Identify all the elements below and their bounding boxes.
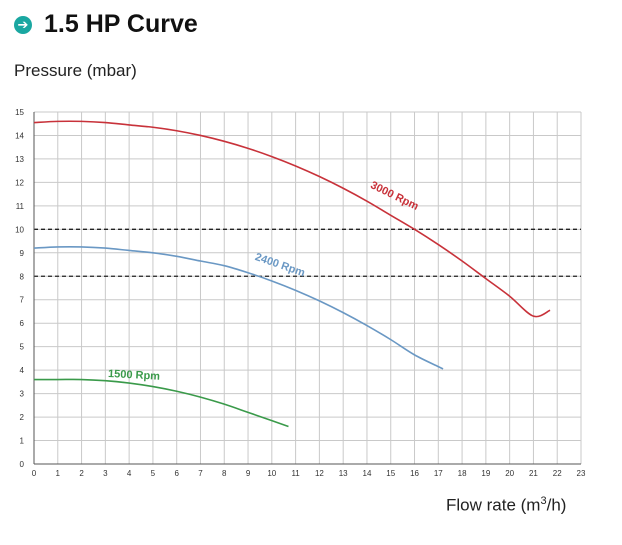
series-line-2400-rpm [33, 245, 444, 370]
series-lines [33, 120, 551, 428]
series-labels: 3000 Rpm 2400 Rpm 1500 Rpm [108, 179, 421, 382]
y-tick-label: 10 [15, 225, 24, 234]
x-tick-label: 6 [174, 469, 179, 478]
x-axis-label-suffix: /h) [546, 495, 567, 515]
x-axis-label-prefix: Flow rate (m [446, 495, 541, 515]
y-tick-label: 15 [15, 108, 24, 117]
x-tick-label: 15 [386, 469, 395, 478]
y-tick-label: 12 [15, 178, 24, 187]
x-tick-label: 8 [222, 469, 227, 478]
x-tick-label: 21 [529, 469, 538, 478]
x-tick-label: 13 [339, 469, 348, 478]
y-tick-label: 7 [20, 296, 25, 305]
y-tick-label: 3 [20, 390, 25, 399]
y-tick-label: 6 [20, 319, 25, 328]
y-tick-label: 11 [16, 202, 25, 211]
x-tick-label: 2 [79, 469, 84, 478]
y-tick-label: 13 [15, 155, 24, 164]
y-tick-label: 0 [20, 460, 25, 469]
x-tick-label: 5 [151, 469, 156, 478]
x-tick-label: 14 [363, 469, 372, 478]
x-tick-label: 0 [32, 469, 37, 478]
series-line-3000-rpm [33, 120, 551, 318]
x-tick-label: 12 [315, 469, 324, 478]
x-axis-label: Flow rate (m3/h) [446, 495, 566, 516]
y-tick-label: 8 [20, 272, 25, 281]
series-label-3000-rpm: 3000 Rpm [368, 179, 420, 213]
x-tick-label: 17 [434, 469, 443, 478]
x-tick-label: 16 [410, 469, 419, 478]
x-tick-label: 3 [103, 469, 108, 478]
series-label-1500-rpm: 1500 Rpm [108, 368, 161, 383]
x-tick-label: 7 [198, 469, 203, 478]
tick-labels: 0 1 2 3 4 5 6 7 8 9 10 11 12 13 14 15 16 17 18 19 20 21 22 2301… [15, 108, 586, 478]
x-tick-label: 22 [553, 469, 562, 478]
chart-title: 1.5 HP Curve [44, 10, 198, 38]
x-tick-label: 19 [481, 469, 490, 478]
chart-header: ➔ 1.5 HP Curve [14, 10, 198, 39]
x-tick-label: 9 [246, 469, 251, 478]
series-line-1500-rpm [33, 378, 289, 428]
axes [33, 112, 581, 465]
x-axis-label-sup: 3 [540, 495, 547, 507]
x-tick-label: 4 [127, 469, 132, 478]
y-tick-label: 1 [20, 437, 25, 446]
series-label-2400-rpm: 2400 Rpm [253, 251, 306, 279]
y-tick-label: 14 [15, 131, 24, 140]
x-tick-label: 10 [267, 469, 276, 478]
arrow-right-circle-icon: ➔ [14, 15, 32, 34]
x-tick-label: 20 [505, 469, 514, 478]
y-axis-label: Pressure (mbar) [14, 61, 137, 80]
y-tick-label: 9 [20, 249, 25, 258]
y-tick-label: 5 [20, 343, 25, 352]
x-tick-label: 23 [577, 469, 586, 478]
reference-lines [34, 228, 581, 277]
x-tick-label: 18 [458, 469, 467, 478]
x-tick-label: 1 [56, 469, 61, 478]
y-tick-label: 2 [20, 413, 25, 422]
x-tick-label: 11 [291, 469, 300, 478]
y-tick-label: 4 [20, 366, 25, 375]
